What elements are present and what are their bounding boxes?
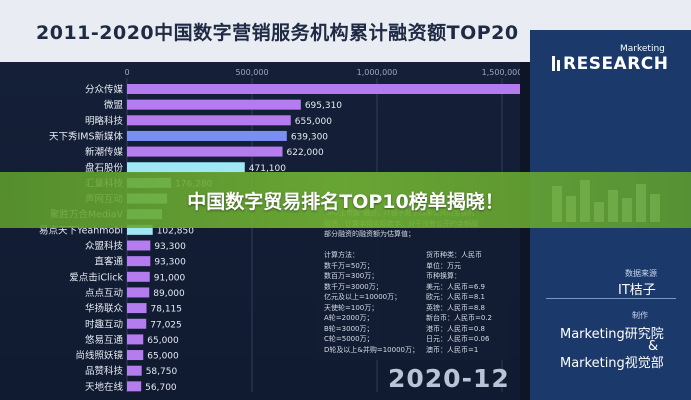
- category-labels: 分众传媒微盟明略科技天下秀IMS新媒体新潮传媒盘石股份汇量科技声网互动聚胜万合M…: [39, 84, 123, 393]
- value-label-1: 695,310: [305, 101, 342, 111]
- note-line-6: 数千万=3000万；: [324, 282, 383, 291]
- category-label-5: 盘石股份: [85, 162, 124, 174]
- value-label-10: 93,300: [154, 242, 186, 252]
- note-line-3: 计算方法：: [324, 251, 359, 259]
- bar-11: [127, 256, 151, 267]
- bar-10: [127, 240, 151, 251]
- bar-9: [127, 224, 153, 235]
- x-tick-labels: 0 500,000 1,000,000 1,500,000: [124, 68, 520, 77]
- bar-1: [127, 99, 301, 110]
- category-label-15: 时趣互动: [85, 318, 123, 330]
- note-line-5: 数百万=300万；: [324, 272, 379, 280]
- currency-line-3: 美元：人民币=6.9: [426, 282, 485, 291]
- value-label-18: 58,750: [146, 367, 178, 377]
- headline-text: 中国数字贸易排名TOP10榜单揭晓！: [187, 191, 504, 213]
- value-label-17: 65,000: [147, 352, 179, 362]
- value-label-4: 622,000: [287, 148, 324, 158]
- bar-12: [127, 271, 150, 282]
- bar-16: [127, 334, 144, 345]
- note-line-9: A轮=2000万；: [324, 314, 374, 322]
- value-label-3: 639,300: [291, 132, 328, 142]
- x-tick-label-3: 1,500,000: [482, 68, 520, 77]
- producer-value-2: &: [648, 339, 659, 354]
- bar-2: [127, 115, 291, 126]
- category-label-1: 微盟: [104, 99, 124, 111]
- value-label-13: 89,000: [153, 289, 185, 299]
- category-label-12: 爱点击iClick: [69, 271, 123, 283]
- bar-14: [127, 303, 147, 314]
- note-line-7: 亿元及以上=10000万；: [324, 293, 402, 301]
- currency-line-4: 欧元：人民币=8.1: [426, 293, 485, 301]
- category-label-3: 天下秀IMS新媒体: [49, 130, 124, 142]
- bar-18: [127, 365, 142, 376]
- bar-13: [127, 287, 150, 298]
- bar-4: [127, 146, 283, 157]
- note-line-2: 部分融资的融资额为估算值；: [324, 230, 415, 238]
- producer-value-3: Marketing视觉部: [560, 356, 664, 371]
- producer-value-1: Marketing研究院: [560, 327, 664, 342]
- value-label-12: 91,000: [154, 273, 186, 283]
- bar-5: [127, 162, 245, 173]
- brand-logo-bar-1: [552, 56, 555, 71]
- category-label-0: 分众传媒: [85, 84, 124, 96]
- bar-15: [127, 318, 147, 329]
- bar-17: [127, 350, 144, 361]
- category-label-18: 品赞科技: [85, 365, 124, 377]
- source-label: 数据来源: [625, 269, 657, 278]
- note-line-12: D轮及以上&并购=10000万；: [324, 345, 419, 354]
- source-value: IT桔子: [618, 283, 656, 298]
- category-label-9: 易点天下Yeahmobi: [39, 225, 123, 236]
- value-label-11: 93,300: [154, 258, 186, 268]
- producer-label: 制作: [632, 311, 648, 320]
- note-line-10: B轮=3000万；: [324, 324, 374, 333]
- value-label-5: 471,100: [249, 164, 286, 174]
- currency-line-6: 新台币：人民币=0.2: [426, 314, 492, 322]
- value-label-15: 77,025: [150, 320, 182, 330]
- currency-line-1: 单位：万元: [426, 261, 461, 270]
- category-label-19: 天地在线: [85, 381, 124, 393]
- category-label-4: 新潮传媒: [85, 146, 124, 158]
- currency-line-8: 日元：人民币=0.06: [426, 335, 490, 343]
- x-tick-label-1: 500,000: [235, 68, 268, 77]
- brand-small-text: Marketing: [620, 44, 665, 54]
- category-label-11: 直客通: [94, 256, 123, 268]
- currency-line-7: 港币：人民币=0.8: [426, 324, 485, 333]
- category-label-13: 点点互动: [85, 288, 123, 299]
- x-tick-label-0: 0: [124, 68, 129, 77]
- currency-line-5: 英镑：人民币=8.8: [426, 303, 485, 312]
- value-label-9: 102,850: [157, 226, 194, 236]
- value-label-2: 655,000: [295, 117, 332, 127]
- bar-3: [127, 130, 287, 141]
- bar-19: [127, 381, 142, 392]
- value-label-19: 56,700: [145, 383, 177, 393]
- x-tick-label-2: 1,000,000: [357, 68, 398, 77]
- chart-title: 2011-2020中国数字营销服务机构累计融资额TOP20: [36, 22, 519, 44]
- currency-line-2: 币种换算：: [426, 272, 461, 280]
- category-label-17: 尚线照妖镜: [75, 350, 123, 362]
- brand-main-text: RESEARCH: [563, 54, 669, 74]
- report-date: 2020-12: [388, 364, 510, 393]
- brand-logo-bar-2: [557, 60, 560, 71]
- note-line-11: C轮=5000万；: [324, 335, 374, 343]
- headline-banner: [0, 172, 691, 228]
- note-line-4: 数千万=50万；: [324, 261, 374, 270]
- category-label-16: 悠易互通: [85, 334, 124, 346]
- currency-line-9: 澳币：人民币=1: [426, 345, 479, 354]
- bar-0: [127, 84, 520, 94]
- value-label-14: 78,115: [151, 305, 183, 315]
- category-label-2: 明略科技: [85, 115, 124, 127]
- value-label-16: 65,000: [147, 336, 179, 346]
- category-label-14: 华扬联众: [85, 303, 124, 315]
- note-line-8: 天使轮=100万；: [324, 303, 379, 312]
- currency-line-0: 货币种类：人民币: [426, 251, 482, 259]
- category-label-10: 众盟科技: [85, 240, 124, 252]
- side-divider-1: [546, 298, 676, 299]
